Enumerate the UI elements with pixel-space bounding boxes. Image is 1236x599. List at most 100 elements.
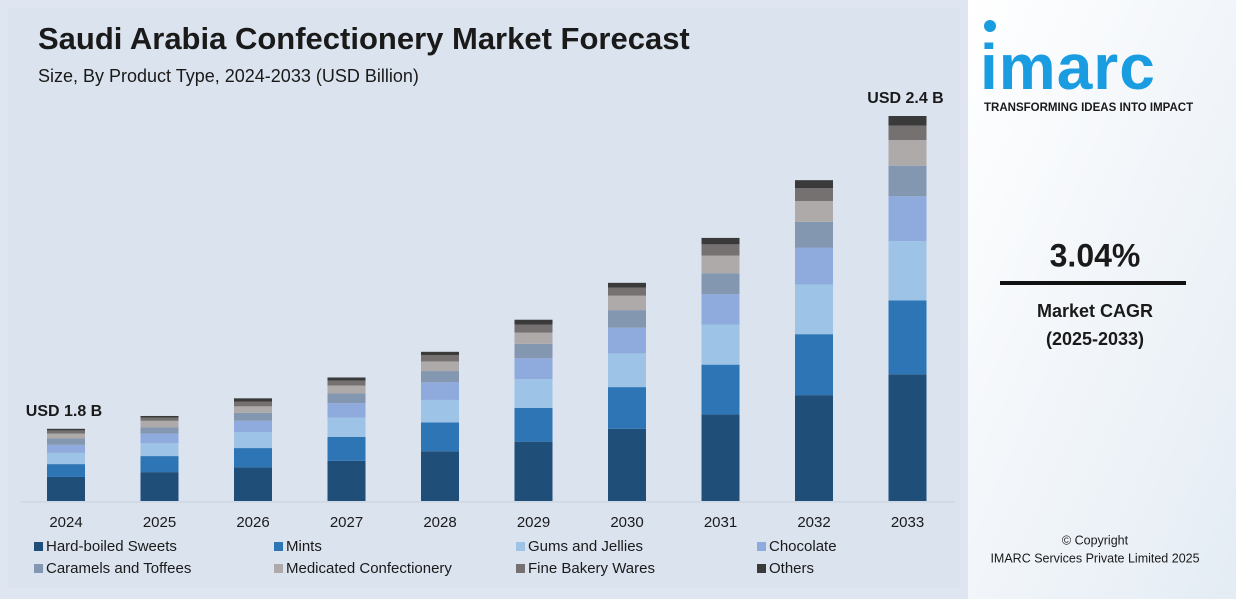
bar-segment xyxy=(327,380,366,386)
bar-segment xyxy=(47,444,85,453)
bar-segment xyxy=(140,420,179,428)
x-tick-label: 2032 xyxy=(797,514,830,531)
cagr-rule xyxy=(1000,281,1186,285)
bar-segment xyxy=(701,414,740,501)
bar-segment xyxy=(795,201,833,222)
plot: 2024 2025 2026 2027 2028 2029 2030 2031 2032 2033… xyxy=(26,90,944,577)
bar-segment xyxy=(888,165,927,197)
legend-label: Gums and Jellies xyxy=(528,538,643,555)
bar-segment xyxy=(234,467,272,501)
x-tick-label: 2031 xyxy=(704,514,737,531)
bar-segment xyxy=(795,180,833,189)
bar-segment xyxy=(701,273,740,295)
bar-segment xyxy=(47,452,85,465)
bar-segment xyxy=(327,436,366,461)
bar-segment xyxy=(514,441,553,501)
bar-segment xyxy=(701,364,740,415)
bar-segment xyxy=(701,324,740,365)
legend-swatch xyxy=(274,542,283,551)
bar-segment xyxy=(421,422,459,452)
bar-segment xyxy=(47,464,85,477)
bar-segment xyxy=(888,241,927,301)
x-tick-label: 2028 xyxy=(423,514,456,531)
side-panel xyxy=(968,0,1236,599)
tagline: TRANSFORMING IDEAS INTO IMPACT xyxy=(984,102,1193,114)
x-tick-label: 2030 xyxy=(610,514,643,531)
legend-label: Chocolate xyxy=(769,538,837,555)
legend-swatch xyxy=(757,564,766,573)
bar-segment xyxy=(888,116,927,126)
bar-segment xyxy=(140,415,179,418)
x-tick-label: 2029 xyxy=(517,514,550,531)
bar-segment xyxy=(795,221,833,248)
bar-segment xyxy=(701,294,740,325)
bar-segment xyxy=(608,282,646,288)
bar-segment xyxy=(888,196,927,242)
bar-segment xyxy=(514,358,553,380)
legend-label: Hard-boiled Sweets xyxy=(46,538,177,555)
bar-segment xyxy=(514,407,553,442)
bar-segment xyxy=(421,399,459,423)
bar-segment xyxy=(234,406,272,413)
legend-swatch xyxy=(34,542,43,551)
legend-label: Fine Bakery Wares xyxy=(528,560,655,577)
bar-segment xyxy=(701,244,740,256)
legend-swatch xyxy=(34,564,43,573)
copyright: © Copyright xyxy=(1062,533,1129,547)
annotation: USD 1.8 B xyxy=(26,403,102,420)
annotation: USD 2.4 B xyxy=(867,90,943,107)
logo-dot xyxy=(984,20,996,32)
bar-segment xyxy=(47,428,85,431)
bar-segment xyxy=(47,438,85,445)
bar-segment xyxy=(608,295,646,311)
legend-swatch xyxy=(274,564,283,573)
bar-segment xyxy=(47,433,85,439)
x-tick-label: 2033 xyxy=(891,514,924,531)
bar-segment xyxy=(795,188,833,202)
legend-label: Medicated Confectionery xyxy=(286,560,452,577)
bar-segment xyxy=(140,427,179,434)
bar-segment xyxy=(421,361,459,372)
cagr-label: Market CAGR xyxy=(1037,301,1153,321)
x-tick-label: 2026 xyxy=(236,514,269,531)
bar-segment xyxy=(514,319,553,325)
bar-segment xyxy=(608,327,646,354)
legend-swatch xyxy=(516,542,525,551)
legend-label: Others xyxy=(769,560,814,577)
x-tick-label: 2027 xyxy=(330,514,363,531)
bar-segment xyxy=(795,395,833,501)
bar-segment xyxy=(327,403,366,418)
chart-title: Saudi Arabia Confectionery Market Foreca… xyxy=(38,21,690,56)
bar-segment xyxy=(234,401,272,407)
x-tick-label: 2025 xyxy=(143,514,176,531)
x-tick-label: 2024 xyxy=(49,514,82,531)
bar-segment xyxy=(234,412,272,421)
bar-segment xyxy=(888,374,927,501)
bar-segment xyxy=(888,125,927,141)
bar-segment xyxy=(514,343,553,359)
bar-segment xyxy=(888,140,927,166)
bar-segment xyxy=(514,332,553,344)
bar-segment xyxy=(234,448,272,468)
bar-segment xyxy=(795,247,833,285)
legend-label: Mints xyxy=(286,538,322,555)
bar-segment xyxy=(234,420,272,433)
bar-segment xyxy=(327,393,366,404)
bar-segment xyxy=(234,432,272,449)
company: IMARC Services Private Limited 2025 xyxy=(990,551,1199,565)
bar-segment xyxy=(608,387,646,429)
bar-segment xyxy=(514,324,553,333)
bar-segment xyxy=(140,472,179,501)
bar-segment xyxy=(327,385,366,394)
bar-segment xyxy=(608,353,646,388)
bar-segment xyxy=(327,417,366,437)
bar-segment xyxy=(421,371,459,383)
legend-label: Caramels and Toffees xyxy=(46,560,191,577)
bar-segment xyxy=(701,237,740,245)
bar-segment xyxy=(140,433,179,444)
legend-swatch xyxy=(757,542,766,551)
bar-segment xyxy=(795,284,833,335)
bar-segment xyxy=(47,476,85,501)
